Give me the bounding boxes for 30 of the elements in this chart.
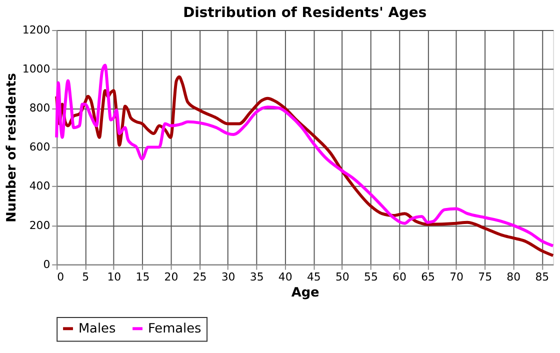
x-tick-label: 15: [136, 270, 150, 284]
y-tick-label: 1200: [22, 24, 50, 37]
x-tick-label: 25: [192, 270, 207, 284]
legend-label: Females: [148, 322, 202, 337]
y-tick-label: 200: [29, 218, 50, 232]
x-axis-title: Age: [291, 286, 320, 301]
x-tick-label: 55: [364, 270, 378, 284]
x-tick-label: 50: [335, 270, 350, 284]
x-tick-label: 35: [250, 270, 264, 284]
x-tick-label: 75: [478, 270, 492, 284]
x-tick-label: 5: [82, 270, 90, 284]
x-tick-label: 70: [450, 270, 464, 284]
y-tick-label: 1000: [22, 62, 50, 76]
y-tick-label: 600: [29, 140, 50, 154]
x-tick-label: 85: [535, 270, 550, 284]
y-tick-label: 400: [29, 180, 50, 193]
x-tick-label: 0: [57, 270, 64, 284]
chart-title: Distribution of Residents' Ages: [183, 5, 427, 22]
y-tick-label: 800: [29, 102, 50, 115]
x-tick-label: 20: [164, 270, 178, 284]
y-axis-title: Number of residents: [4, 72, 20, 222]
x-tick-label: 65: [421, 270, 435, 284]
x-tick-label: 30: [221, 270, 236, 284]
x-tick-label: 40: [278, 270, 292, 284]
legend-label: Males: [78, 322, 116, 337]
x-tick-label: 45: [306, 270, 321, 284]
x-tick-label: 10: [107, 270, 122, 284]
x-tick-label: 60: [392, 270, 406, 284]
y-tick-label: 0: [43, 258, 50, 271]
x-tick-label: 80: [506, 270, 521, 284]
